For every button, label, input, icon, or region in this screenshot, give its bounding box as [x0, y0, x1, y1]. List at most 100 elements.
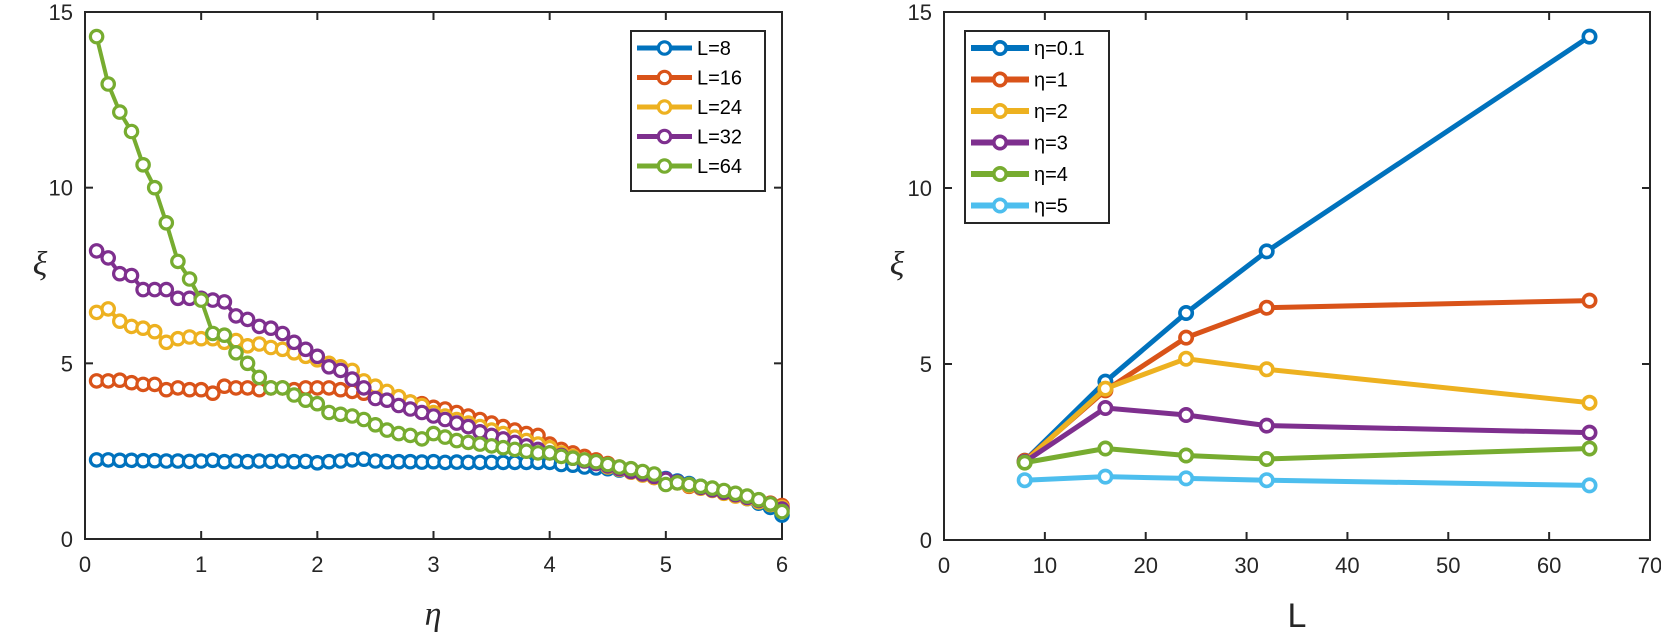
right-legend: η=0.1 η=1 η=2 η=3 η=4 η=5: [964, 30, 1110, 224]
left-data-point: [216, 294, 233, 310]
right-x-tick-label: 10: [1033, 553, 1057, 578]
right-legend-marker: [991, 71, 1008, 88]
right-x-tick-label: 0: [938, 553, 950, 578]
right-data-point: [1581, 292, 1598, 309]
left-x-tick-label: 5: [660, 552, 672, 577]
right-data-point: [1178, 447, 1195, 464]
left-data-point: [146, 179, 163, 196]
right-data-point: [1178, 406, 1195, 423]
right-y-tick-label: 5: [920, 352, 932, 377]
right-y-tick-label: 0: [920, 528, 932, 553]
left-data-point: [158, 215, 175, 231]
left-y-tick-label: 0: [61, 527, 73, 552]
left-legend-label: L=64: [697, 156, 742, 178]
right-data-point: [1258, 417, 1275, 434]
right-legend-marker: [991, 197, 1008, 214]
right-data-point: [1581, 440, 1598, 457]
left-data-point: [239, 311, 256, 328]
right-x-tick-label: 40: [1335, 553, 1359, 578]
right-data-point: [1258, 450, 1275, 467]
left-data-point: [181, 271, 198, 287]
left-data-point: [762, 496, 779, 512]
right-data-point: [1097, 440, 1114, 457]
right-x-tick-label: 60: [1537, 553, 1561, 578]
left-data-point: [309, 348, 326, 365]
left-data-point: [100, 301, 116, 317]
left-data-point: [123, 267, 140, 284]
right-legend-marker: [991, 134, 1008, 151]
left-x-tick-label: 2: [311, 552, 323, 577]
left-data-point: [216, 327, 233, 343]
left-y-tick-label: 10: [49, 176, 73, 201]
left-legend-label: L=24: [697, 97, 742, 119]
right-plot-series: [1016, 28, 1598, 494]
right-data-point: [1097, 399, 1114, 416]
right-legend-marker: [991, 39, 1008, 56]
left-data-point: [646, 466, 662, 482]
right-data-point: [1178, 329, 1195, 346]
left-plot-ticks: 0 1 2 3 4 5 6 0 5 10 15: [49, 0, 789, 577]
right-data-point: [1258, 243, 1275, 260]
right-legend-marker: [991, 103, 1008, 120]
right-data-point: [1258, 361, 1275, 378]
right-legend-box: [964, 30, 1110, 224]
left-data-point: [88, 28, 105, 45]
left-x-tick-label: 3: [427, 552, 439, 577]
right-y-tick-label: 10: [908, 176, 932, 201]
right-x-tick-label: 50: [1436, 553, 1460, 578]
left-legend: L=8 L=16 L=24 L=32 L=64: [630, 30, 766, 192]
right-legend-label: η=2: [1034, 101, 1068, 123]
left-data-point: [112, 104, 128, 120]
left-data-point: [100, 76, 116, 92]
left-data-point: [193, 292, 209, 308]
right-legend-label: η=0.1: [1034, 38, 1085, 60]
left-y-tick-label: 15: [49, 0, 73, 25]
right-data-point: [1581, 28, 1598, 45]
right-x-tick-label: 70: [1638, 553, 1661, 578]
right-series-6: [1016, 468, 1598, 494]
left-y-axis-label: ξ: [33, 246, 48, 283]
left-data-point: [332, 362, 349, 379]
left-x-tick-label: 1: [195, 552, 207, 577]
left-legend-marker: [656, 40, 673, 56]
left-plot: 0 1 2 3 4 5 6 0 5 10 15 η ξ L=8 L=16 L=24 L=32 L=64: [33, 0, 790, 633]
left-legend-label: L=32: [697, 127, 742, 149]
right-x-tick-label: 30: [1234, 553, 1258, 578]
right-legend-label: η=4: [1034, 164, 1068, 186]
left-x-tick-label: 6: [776, 552, 788, 577]
right-legend-label: η=5: [1034, 196, 1068, 218]
left-legend-marker: [656, 158, 673, 174]
left-plot-series: [88, 28, 790, 523]
right-data-point: [1258, 472, 1275, 489]
left-data-point: [297, 341, 314, 358]
left-data-point: [286, 334, 302, 351]
left-data-point: [205, 385, 221, 401]
right-data-point: [1581, 477, 1598, 494]
left-data-point: [355, 380, 372, 396]
left-data-point: [344, 371, 360, 387]
right-plot: 0 10 20 30 40 50 60 70 0 5 10 15 L ξ η=0.1 η=1 η=2 η=3…: [890, 0, 1661, 635]
left-legend-label: L=16: [697, 68, 742, 90]
right-y-axis-label: ξ: [890, 246, 905, 283]
right-data-point: [1178, 304, 1195, 321]
left-data-point: [274, 380, 291, 396]
right-x-tick-label: 20: [1133, 553, 1157, 578]
left-legend-marker: [656, 69, 673, 86]
left-data-point: [135, 157, 151, 173]
right-data-point: [1581, 394, 1598, 411]
left-data-point: [239, 355, 256, 372]
left-legend-label: L=8: [697, 38, 731, 60]
left-data-point: [774, 503, 790, 520]
left-y-tick-label: 5: [61, 351, 73, 376]
right-legend-marker: [991, 166, 1008, 183]
left-data-point: [88, 243, 105, 259]
right-data-point: [1097, 468, 1114, 485]
right-plot-ticks: 0 10 20 30 40 50 60 70 0 5 10 15: [908, 0, 1661, 578]
left-series-5: [88, 28, 790, 520]
right-data-point: [1581, 424, 1598, 441]
left-data-point: [309, 395, 326, 412]
right-data-point: [1016, 472, 1033, 489]
left-data-point: [100, 250, 116, 266]
right-data-point: [1178, 350, 1195, 367]
